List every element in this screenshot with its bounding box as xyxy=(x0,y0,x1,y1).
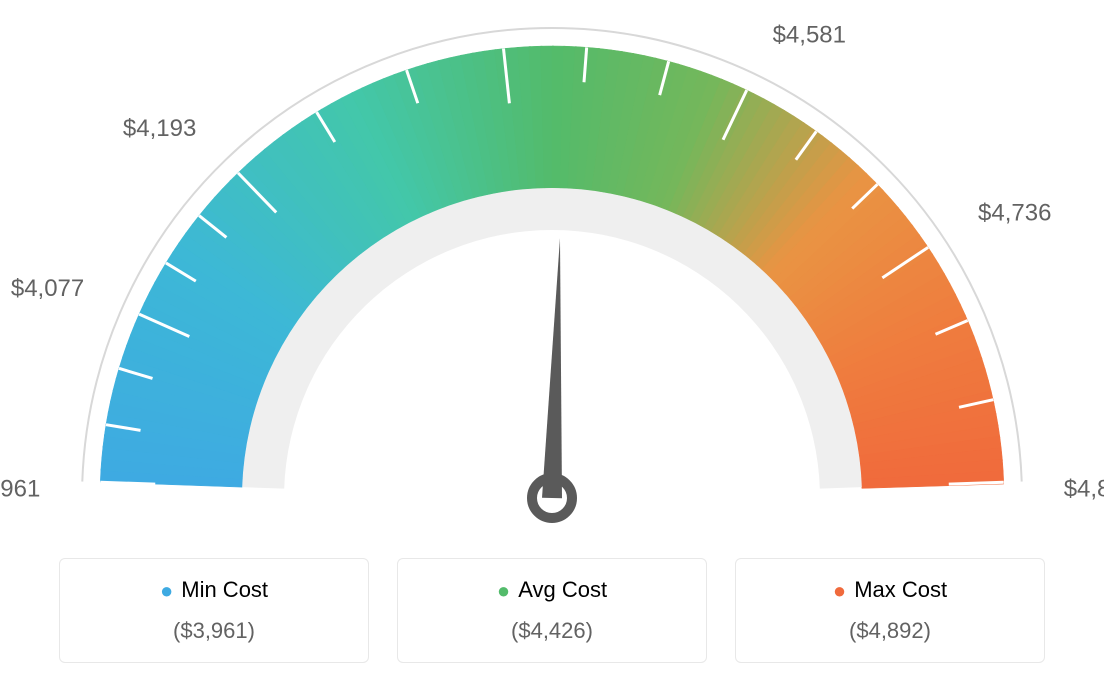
legend-value-max: ($4,892) xyxy=(746,618,1034,644)
legend-title-min: ● Min Cost xyxy=(70,577,358,604)
svg-text:$4,193: $4,193 xyxy=(123,115,196,142)
legend-value-avg: ($4,426) xyxy=(408,618,696,644)
svg-text:$4,077: $4,077 xyxy=(11,275,84,302)
legend-title-avg: ● Avg Cost xyxy=(408,577,696,604)
bullet-icon: ● xyxy=(833,578,846,603)
legend-row: ● Min Cost ($3,961) ● Avg Cost ($4,426) ● M… xyxy=(0,558,1104,663)
legend-title-text: Min Cost xyxy=(181,577,268,602)
gauge-chart: $3,961 $4,077 $4,193 $4,426 $4,581 $4,736 $4,8… xyxy=(0,0,1104,538)
bullet-icon: ● xyxy=(160,578,173,603)
bullet-icon: ● xyxy=(497,578,510,603)
gauge-svg: $3,961 $4,077 $4,193 $4,426 $4,581 $4,736 $4,8… xyxy=(0,0,1104,538)
legend-title-text: Max Cost xyxy=(854,577,947,602)
legend-title-max: ● Max Cost xyxy=(746,577,1034,604)
svg-text:$4,736: $4,736 xyxy=(978,199,1051,226)
legend-title-text: Avg Cost xyxy=(518,577,607,602)
svg-text:$4,581: $4,581 xyxy=(773,21,846,48)
svg-text:$4,892: $4,892 xyxy=(1064,475,1104,502)
legend-value-min: ($3,961) xyxy=(70,618,358,644)
legend-card-max: ● Max Cost ($4,892) xyxy=(735,558,1045,663)
legend-card-avg: ● Avg Cost ($4,426) xyxy=(397,558,707,663)
svg-text:$4,426: $4,426 xyxy=(460,0,533,1)
svg-text:$3,961: $3,961 xyxy=(0,475,40,502)
legend-card-min: ● Min Cost ($3,961) xyxy=(59,558,369,663)
